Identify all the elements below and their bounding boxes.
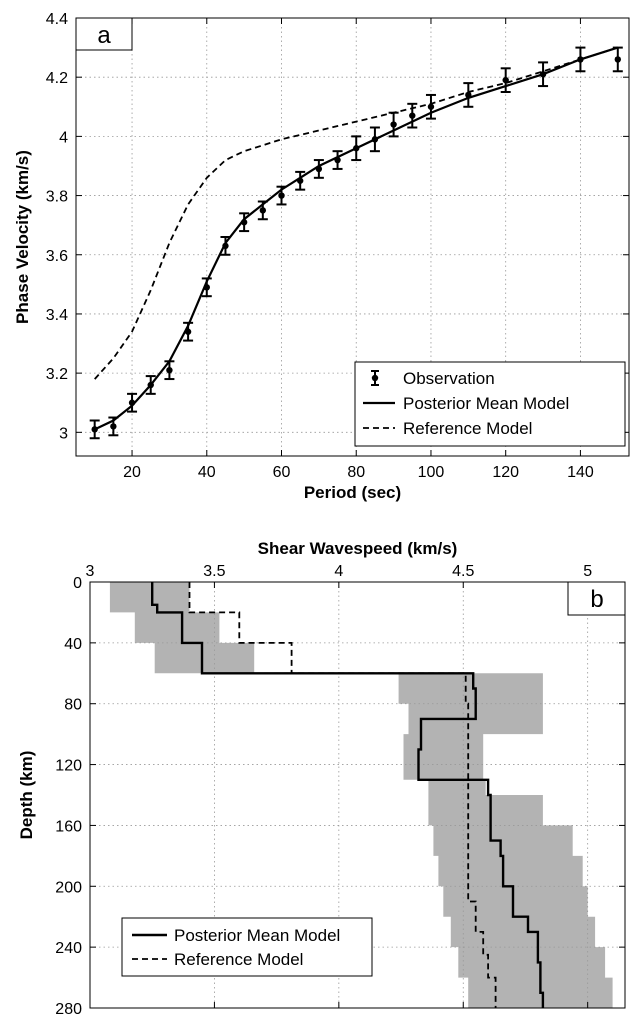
panel-a-y-tick-label: 3.8 [46,189,68,206]
panel-b-x-tick-label: 5 [583,563,592,580]
panel-a-x-tick-label: 140 [567,464,594,481]
panel-b-label-box: b [567,581,626,616]
panel-a-legend-box [354,361,626,447]
panel-a-x-axis-label: Period (sec) [304,483,401,502]
panel-b-x-tick-label: 4.5 [452,563,474,580]
panel-a-x-tick-label: 40 [198,464,216,481]
panel-b-y-tick-label: 40 [64,636,82,653]
panel-b-uncertainty-band [109,582,613,1008]
panel-a-y-tick-label: 3.2 [46,366,68,383]
panel-b-y-tick-label: 120 [55,758,82,775]
panel-b-x-axis-label: Shear Wavespeed (km/s) [258,539,458,558]
panel-b-y-tick-label: 240 [55,940,82,957]
panel-b-x-tick-label: 3.5 [203,563,225,580]
observation-point [425,93,436,120]
panel-b-series [151,582,545,1008]
panel-b-y-tick-label: 80 [64,697,82,714]
observation-point [463,82,474,108]
panel-b-y-axis-label: Depth (km) [17,751,36,840]
panel-b-y-tick-label: 0 [73,575,82,592]
panel-a-x-tick-label: 120 [492,464,519,481]
panel-a-x-tick-label: 20 [123,464,141,481]
posterior-mean-profile [151,582,545,1008]
panel-b-legend-item: Posterior Mean Model [132,926,340,945]
panel-a-label: a [97,22,111,49]
panel-b-legend-item: Reference Model [132,950,303,969]
panel-a-legend-label: Posterior Mean Model [403,394,569,413]
observation-point [295,170,306,191]
panel-a-legend-label: Reference Model [403,419,532,438]
panel-a-y-tick-label: 4.4 [46,11,68,28]
panel-b-axes-frame [89,581,626,1009]
panel-b-legend-box [121,917,373,977]
panel-a-legend: Observation Posterior Mean Model Reference… [354,361,626,447]
panel-a-y-tick-label: 4 [59,129,68,146]
panel-a-ticks: 20 40 60 80 100 120 140 3 3.2 3.4 3.6 3.8 4 4.2 4.4 [46,11,629,481]
panel-b-legend-label: Reference Model [174,950,303,969]
observation-point [313,159,324,179]
posterior-mean-line [94,46,619,431]
panel-a-x-tick-label: 60 [273,464,291,481]
uncertainty-band [109,582,613,1008]
reference-model-line [94,46,619,380]
panel-a-y-tick-label: 3.6 [46,248,68,265]
panel-a-phase-velocity-chart: 20 40 60 80 100 120 140 3 3.2 3.4 3.6 3.8 4 4.2 4.4 Pe… [0,0,644,502]
panel-a-legend-label: Observation [403,369,495,388]
panel-b-y-tick-label: 200 [55,879,82,896]
panel-b-y-tick-label: 280 [55,1001,82,1018]
panel-a-y-tick-label: 3 [59,425,68,442]
panel-a-y-axis-label: Phase Velocity (km/s) [13,150,32,324]
panel-a-axes-frame [75,17,630,457]
reference-model-profile [188,582,497,1008]
panel-b-label: b [590,586,603,613]
panel-a-y-tick-label: 3.4 [46,307,68,324]
panel-a-legend-item: Reference Model [363,419,532,438]
panel-a-label-box: a [75,17,133,51]
panel-b-shear-wavespeed-chart: 3 3.5 4 4.5 5 0 40 80 120 160 200 240 280 Shear Wave… [17,539,626,1018]
panel-b-legend: Posterior Mean Model Reference Model [121,917,373,977]
panel-a-legend-item: Observation [371,369,495,388]
observation-point [500,67,511,93]
observation-point [332,150,343,170]
observation-point [239,212,250,233]
panel-b-x-tick-label: 3 [86,563,95,580]
panel-a-y-tick-label: 4.2 [46,70,68,87]
panel-a-x-tick-label: 80 [347,464,365,481]
panel-b-x-tick-label: 4 [334,563,343,580]
observation-point [164,360,175,381]
panel-a-legend-item: Posterior Mean Model [363,394,569,413]
panel-b-ticks: 3 3.5 4 4.5 5 0 40 80 120 160 200 240 280 [55,563,625,1018]
panel-a-x-tick-label: 100 [418,464,445,481]
panel-a-series [89,46,623,440]
panel-b-legend-label: Posterior Mean Model [174,926,340,945]
panel-b-y-tick-label: 160 [55,818,82,835]
